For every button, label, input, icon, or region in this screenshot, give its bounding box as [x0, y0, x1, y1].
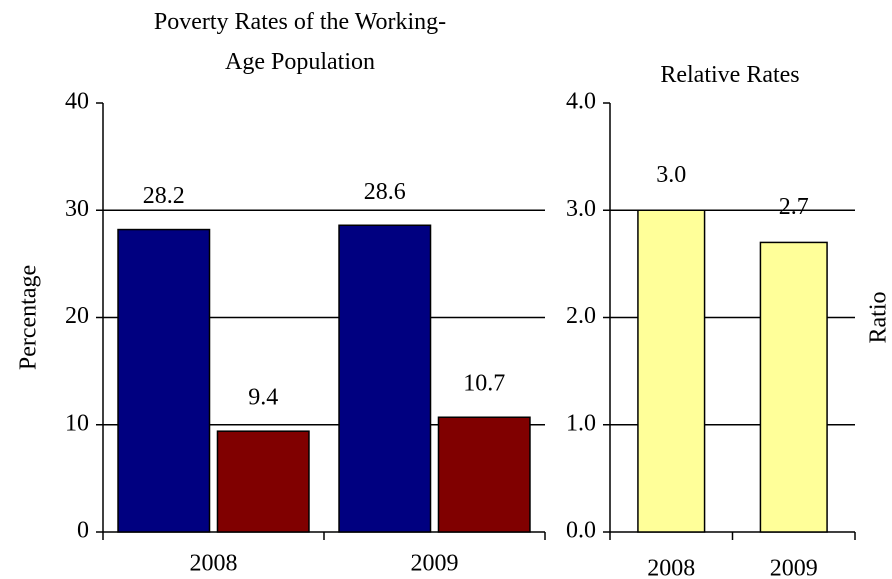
y-tick-label: 30	[65, 196, 89, 222]
y-tick-label: 0.0	[566, 518, 596, 544]
bar	[437, 416, 531, 533]
x-tick-label: 2009	[411, 551, 459, 577]
bar	[117, 228, 211, 533]
x-tick-label: 2008	[647, 556, 695, 579]
value-label: 28.2	[143, 183, 185, 209]
y-tick-label: 40	[65, 89, 89, 115]
chart-title: Poverty Rates of the Working-Age Populat…	[153, 9, 447, 75]
bar	[216, 430, 310, 533]
y-tick-label: 2.0	[566, 303, 596, 329]
x-tick-label: 2008	[190, 551, 238, 577]
value-label: 9.4	[248, 385, 278, 411]
y-tick-label: 20	[65, 303, 89, 329]
bar	[338, 224, 432, 533]
y-tick-label: 0	[77, 518, 89, 544]
x-tick-label: 2009	[770, 556, 818, 579]
value-label: 10.7	[463, 371, 505, 397]
value-label: 2.7	[779, 194, 809, 220]
value-label: 3.0	[656, 162, 686, 188]
y-axis-label: Percentage	[16, 265, 42, 370]
y-axis-label: Ratio	[866, 292, 892, 344]
value-label: 28.6	[364, 179, 406, 205]
y-tick-label: 4.0	[566, 89, 596, 115]
y-tick-label: 3.0	[566, 196, 596, 222]
bar	[637, 209, 706, 533]
chart-title: Relative Rates	[660, 62, 800, 88]
y-tick-label: 10	[65, 410, 89, 436]
bar	[759, 241, 828, 533]
y-tick-label: 1.0	[566, 410, 596, 436]
